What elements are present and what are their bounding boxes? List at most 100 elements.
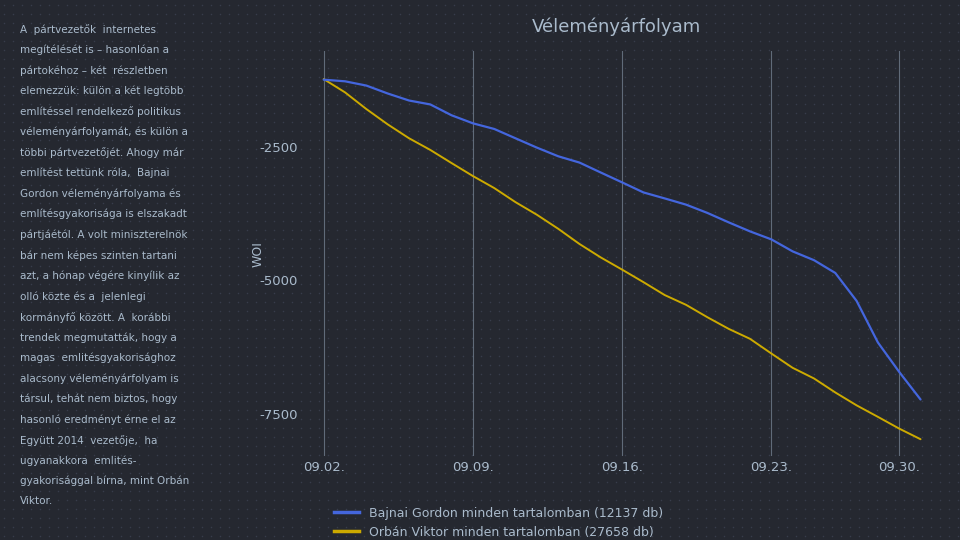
Point [788, 487, 804, 495]
Point [177, 199, 192, 207]
Point [167, 487, 182, 495]
Point [410, 307, 425, 315]
Point [870, 334, 885, 342]
Point [617, 100, 633, 109]
Point [842, 28, 857, 36]
Point [212, 316, 228, 325]
Point [401, 298, 417, 306]
Point [626, 1, 641, 9]
Point [321, 163, 336, 171]
Point [590, 64, 606, 72]
Point [617, 505, 633, 514]
Point [662, 433, 678, 441]
Point [329, 154, 345, 163]
Point [761, 424, 777, 433]
Point [86, 19, 102, 28]
Point [212, 217, 228, 225]
Point [158, 136, 174, 144]
Point [932, 532, 948, 540]
Point [582, 46, 597, 55]
Point [878, 46, 894, 55]
Point [626, 10, 641, 18]
Point [870, 478, 885, 487]
Point [276, 172, 291, 180]
Point [257, 172, 273, 180]
Point [582, 64, 597, 72]
Point [761, 46, 777, 55]
Point [914, 469, 929, 477]
Point [420, 442, 435, 450]
Point [140, 1, 156, 9]
Point [185, 262, 201, 271]
Point [609, 388, 624, 396]
Point [348, 442, 363, 450]
Point [158, 73, 174, 82]
Point [825, 370, 840, 379]
Point [806, 64, 822, 72]
Point [95, 397, 110, 406]
Point [204, 388, 219, 396]
Point [662, 226, 678, 234]
Point [743, 73, 758, 82]
Point [446, 514, 462, 522]
Point [473, 37, 489, 45]
Point [446, 172, 462, 180]
Point [410, 244, 425, 252]
Point [654, 334, 669, 342]
Point [122, 109, 137, 117]
Point [465, 523, 480, 531]
Point [780, 253, 795, 261]
Point [932, 379, 948, 387]
Point [698, 451, 713, 460]
Point [761, 460, 777, 468]
Point [698, 298, 713, 306]
Point [654, 100, 669, 109]
Point [33, 145, 48, 153]
Point [482, 514, 497, 522]
Point [356, 91, 372, 99]
Point [311, 217, 326, 225]
Point [914, 316, 929, 325]
Point [410, 280, 425, 288]
Point [329, 145, 345, 153]
Point [617, 397, 633, 406]
Point [708, 208, 723, 217]
Point [726, 523, 741, 531]
Point [473, 514, 489, 522]
Text: említést tettünk róla,  Bajnai: említést tettünk róla, Bajnai [19, 168, 169, 178]
Point [950, 172, 960, 180]
Point [681, 55, 696, 63]
Point [636, 154, 651, 163]
Point [492, 334, 507, 342]
Point [617, 433, 633, 441]
Point [897, 433, 912, 441]
Point [942, 118, 957, 126]
Point [518, 37, 534, 45]
Point [582, 523, 597, 531]
Point [932, 73, 948, 82]
Point [465, 163, 480, 171]
Point [177, 64, 192, 72]
Point [554, 406, 569, 414]
Point [708, 235, 723, 244]
Point [311, 64, 326, 72]
Point [761, 82, 777, 90]
Point [86, 298, 102, 306]
Point [698, 19, 713, 28]
Point [806, 145, 822, 153]
Point [266, 19, 281, 28]
Point [33, 109, 48, 117]
Point [798, 289, 813, 298]
Point [671, 478, 686, 487]
Point [815, 64, 830, 72]
Point [132, 190, 147, 198]
Point [33, 226, 48, 234]
Text: említéssel rendelkező politikus: említéssel rendelkező politikus [19, 106, 180, 117]
Point [438, 226, 453, 234]
Point [465, 307, 480, 315]
Point [257, 523, 273, 531]
Point [716, 514, 732, 522]
Point [302, 388, 318, 396]
Point [356, 415, 372, 423]
Point [743, 298, 758, 306]
